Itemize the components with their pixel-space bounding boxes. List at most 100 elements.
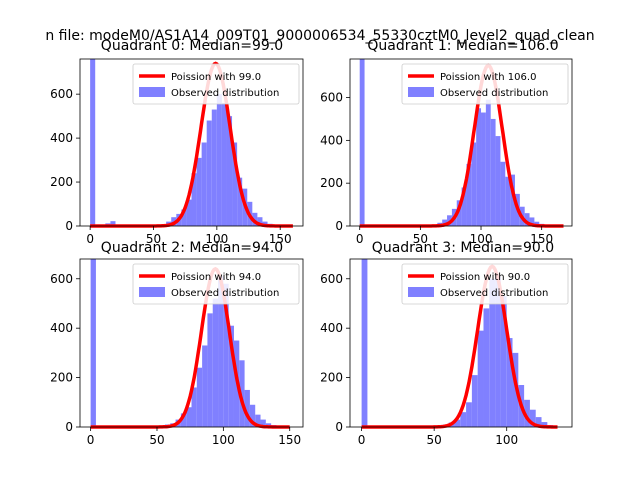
histogram-bar xyxy=(260,419,266,427)
histogram-bar xyxy=(180,413,187,427)
x-tick-label: 0 xyxy=(358,433,366,447)
y-tick-label: 400 xyxy=(320,133,343,147)
y-tick-label: 400 xyxy=(50,131,73,145)
quadrant-0-legend: Poission with 99.0 Observed distribution xyxy=(132,63,300,105)
histogram-bar xyxy=(216,94,222,226)
x-tick-label: 50 xyxy=(149,433,164,447)
x-tick-label: 0 xyxy=(86,232,94,246)
x-tick-label: 150 xyxy=(278,433,301,447)
y-tick-label: 0 xyxy=(335,219,343,233)
histogram-bar xyxy=(218,276,224,427)
histogram-bar xyxy=(186,407,192,427)
y-tick-label: 0 xyxy=(335,420,343,434)
y-tick-label: 600 xyxy=(320,91,343,105)
histogram-bar xyxy=(191,173,197,226)
histogram-bar xyxy=(500,161,506,226)
histogram-bar xyxy=(255,414,261,427)
quadrant-3-legend-hist-label: Observed distribution xyxy=(440,288,548,299)
x-tick-label: 0 xyxy=(87,433,95,447)
x-tick-label: 50 xyxy=(427,433,442,447)
histogram-bar xyxy=(471,375,478,427)
histogram-bar xyxy=(510,174,515,226)
histogram-bar xyxy=(211,109,217,226)
histogram-bar xyxy=(529,409,536,427)
x-tick-label: 150 xyxy=(530,232,553,246)
quadrant-2-legend-hist-label: Observed distribution xyxy=(171,288,279,299)
x-tick-label: 150 xyxy=(269,232,292,246)
x-tick-label: 100 xyxy=(470,232,493,246)
histogram-bar xyxy=(442,219,448,226)
y-tick-label: 600 xyxy=(320,272,343,286)
quadrant-1-legend-curve-label: Poission with 106.0 xyxy=(440,72,536,83)
histogram-bar xyxy=(461,187,467,226)
histogram-bar xyxy=(524,399,530,427)
histogram-bar xyxy=(239,360,245,427)
quadrant-0-legend-hist-label: Observed distribution xyxy=(171,88,279,99)
histogram-bar xyxy=(477,330,484,427)
histogram-bar xyxy=(460,412,467,427)
axes-frame xyxy=(79,58,304,227)
y-tick-label: 200 xyxy=(320,176,343,190)
histogram-bar xyxy=(257,217,263,226)
quadrant-0-title: Quadrant 0: Median=99.0 xyxy=(101,38,283,54)
x-tick-label: 50 xyxy=(413,232,428,246)
histogram-bar xyxy=(249,404,256,427)
histogram-bar xyxy=(500,296,507,427)
histogram-bar xyxy=(90,59,96,226)
x-tick-label: 0 xyxy=(356,232,364,246)
histogram-bar xyxy=(232,142,238,226)
histogram-bar xyxy=(361,259,368,427)
histogram-bar xyxy=(201,142,207,226)
x-tick-label: 100 xyxy=(495,433,518,447)
histogram-bar xyxy=(471,142,477,226)
axes-frame xyxy=(349,58,573,227)
quadrant-1-plot: Quadrant 1: Median=106.0 0 50 100 150 0 200 40… xyxy=(320,38,573,246)
histogram-bar xyxy=(454,419,461,427)
y-tick-label: 400 xyxy=(320,321,343,335)
y-tick-label: 600 xyxy=(50,87,73,101)
y-tick-label: 200 xyxy=(50,371,73,385)
quadrant-1-legend-hist-label: Observed distribution xyxy=(440,88,548,99)
histogram-bar xyxy=(456,200,462,226)
quadrant-1-title: Quadrant 1: Median=106.0 xyxy=(367,38,558,54)
histogram-bar xyxy=(244,389,250,427)
histogram-bar xyxy=(237,177,243,226)
quadrant-3-legend-curve-label: Poission with 90.0 xyxy=(440,272,530,283)
histogram-bar xyxy=(196,367,203,427)
histogram-bar xyxy=(505,176,511,226)
histogram-bar xyxy=(228,325,234,427)
y-tick-label: 400 xyxy=(50,321,73,335)
histogram-bar xyxy=(206,120,212,226)
histogram-bar xyxy=(490,118,496,226)
x-tick-label: 100 xyxy=(205,232,228,246)
quadrant-3-title: Quadrant 3: Median=90.0 xyxy=(372,240,554,256)
y-tick-label: 0 xyxy=(65,420,73,434)
y-tick-label: 200 xyxy=(320,371,343,385)
histogram-bar xyxy=(495,276,501,427)
quadrant-3-legend: Poission with 90.0 Observed distribution xyxy=(401,263,569,305)
histogram-bar xyxy=(485,99,491,226)
histogram-bar xyxy=(207,313,213,427)
quadrant-1-legend: Poission with 106.0 Observed distributio… xyxy=(401,63,569,105)
histogram-bar xyxy=(90,259,96,427)
y-tick-label: 200 xyxy=(50,175,73,189)
histogram-bar xyxy=(529,217,535,226)
histogram-bar xyxy=(359,59,365,226)
quadrant-0-plot: Quadrant 0: Median=99.0 0 50 100 150 0 200 400… xyxy=(50,38,304,246)
quadrant-2-legend-curve-label: Poission with 94.0 xyxy=(171,272,261,283)
x-tick-label: 50 xyxy=(146,232,161,246)
histogram-bar xyxy=(506,338,513,427)
histogram-bar xyxy=(212,298,219,427)
histogram-bar xyxy=(181,209,187,226)
histogram-bar xyxy=(483,308,490,427)
histogram-bar xyxy=(191,387,197,427)
histogram-bar xyxy=(202,345,208,427)
y-tick-label: 0 xyxy=(65,219,73,233)
histogram-bar xyxy=(541,422,548,427)
histogram-bar xyxy=(489,278,496,427)
quadrant-2-legend: Poission with 94.0 Observed distribution xyxy=(132,263,300,305)
quadrant-0-legend-curve-label: Poission with 99.0 xyxy=(171,72,261,83)
axes-frame xyxy=(349,258,573,428)
quadrant-2-plot: Quadrant 2: Median=94.0 0 50 100 150 0 200 400… xyxy=(50,240,304,447)
